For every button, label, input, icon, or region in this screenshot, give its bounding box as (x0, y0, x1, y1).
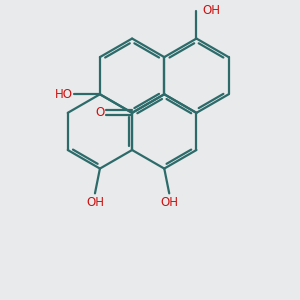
Text: O: O (96, 106, 105, 119)
Text: OH: OH (160, 196, 178, 209)
Text: HO: HO (55, 88, 73, 101)
Text: OH: OH (202, 4, 220, 17)
Text: OH: OH (86, 196, 104, 209)
